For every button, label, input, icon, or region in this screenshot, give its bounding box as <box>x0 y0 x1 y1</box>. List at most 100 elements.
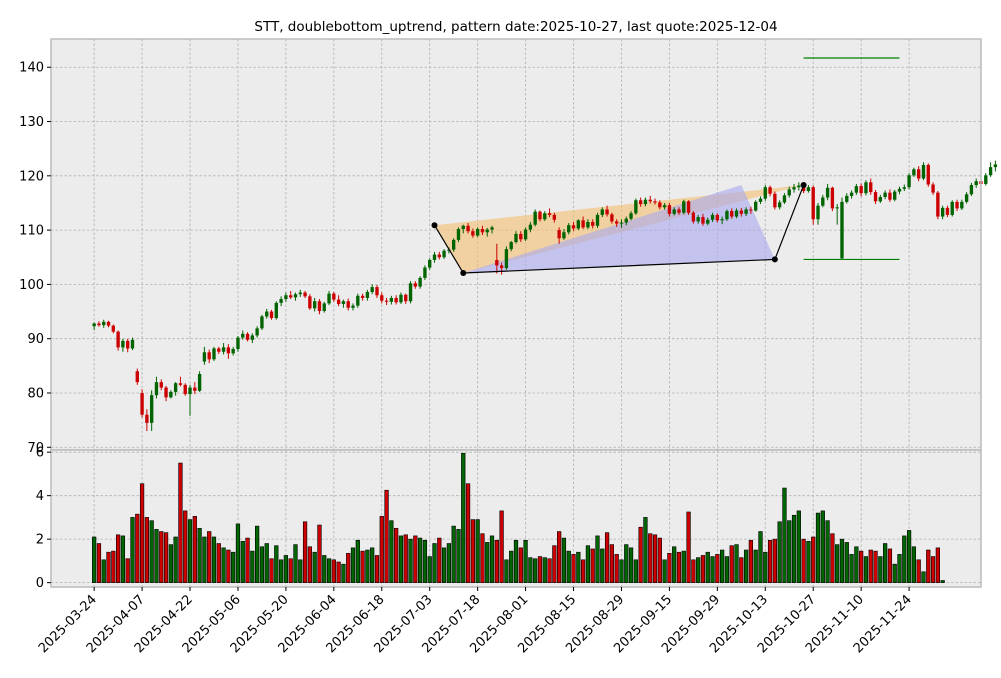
volume-bar <box>432 543 437 583</box>
candle-body <box>245 333 250 340</box>
price-tick-label: 100 <box>19 278 44 293</box>
volume-bar <box>533 558 538 583</box>
candle-body <box>413 283 418 287</box>
candle-body <box>821 197 825 206</box>
pattern-point <box>431 222 438 229</box>
candle-body <box>945 207 950 215</box>
candle-body <box>173 383 178 392</box>
volume-bar <box>926 549 931 583</box>
volume-bar <box>355 539 360 583</box>
volume-bar <box>743 549 749 583</box>
volume-bar <box>302 521 308 583</box>
volume-bar <box>878 556 883 583</box>
candle-body <box>308 296 312 309</box>
candle-body <box>346 301 350 308</box>
candle-body <box>782 195 787 203</box>
volume-bar <box>494 539 499 583</box>
volume-bar <box>475 519 480 583</box>
candle-body <box>384 300 389 302</box>
volume-bar <box>259 546 265 583</box>
price-panel: 70 80 90 100 110 120 130 140 <box>19 38 998 456</box>
volume-bar <box>159 531 164 583</box>
candle-body <box>140 392 144 415</box>
volume-bar <box>111 550 116 583</box>
candle-body <box>931 184 935 193</box>
volume-bar <box>921 571 926 583</box>
volume-bar <box>173 536 178 583</box>
candle-body <box>926 164 930 185</box>
candle-body <box>102 321 106 326</box>
volume-bar <box>830 533 835 583</box>
volume-bar <box>422 539 428 583</box>
candle-body <box>653 201 657 203</box>
volume-bar <box>394 527 399 583</box>
volume-bar <box>125 558 130 583</box>
candle-body <box>126 340 130 349</box>
volume-bar <box>379 516 384 583</box>
candle-body <box>169 391 173 398</box>
candle-body <box>801 185 806 192</box>
candle-body <box>993 164 998 168</box>
volume-bar <box>120 535 126 583</box>
volume-bar <box>537 556 543 583</box>
candle-body <box>279 299 283 303</box>
candle-body <box>730 211 734 217</box>
candle-body <box>562 232 566 239</box>
candle-body <box>452 239 456 250</box>
volume-bar <box>326 558 332 583</box>
volume-bar <box>600 548 605 583</box>
candle-body <box>696 217 700 222</box>
candle-body <box>864 182 868 194</box>
volume-bar <box>748 539 754 583</box>
candle-body <box>303 292 307 297</box>
volume-bar <box>758 531 763 583</box>
volume-bar <box>427 556 432 583</box>
candle-body <box>226 347 231 354</box>
candle-body <box>293 294 298 298</box>
candle-body <box>984 175 988 184</box>
candle-body <box>787 189 791 196</box>
volume-bar <box>806 541 811 583</box>
candle-body <box>758 198 763 202</box>
candle-body <box>145 414 149 423</box>
candle-body <box>893 191 897 200</box>
volume-tick-label: 6 <box>36 446 44 461</box>
volume-bar <box>192 516 197 583</box>
volume-bar <box>293 544 298 583</box>
volume-bar <box>341 563 346 583</box>
volume-bar <box>916 559 921 583</box>
price-tick-label: 120 <box>19 169 44 184</box>
volume-bar <box>264 543 269 583</box>
candle-body <box>739 210 743 214</box>
candle-body <box>960 201 964 209</box>
candle-body <box>121 340 125 348</box>
candle-body <box>116 331 120 348</box>
volume-bar <box>197 527 202 583</box>
candle-body <box>576 220 580 229</box>
candle-body <box>840 201 844 259</box>
volume-bar <box>307 546 312 583</box>
candle-body <box>154 382 159 396</box>
volume-bar <box>700 555 706 583</box>
volume-bar <box>897 554 902 583</box>
candle-body <box>423 267 427 278</box>
candle-body <box>236 337 240 350</box>
candle-body <box>356 295 360 306</box>
candle-body <box>974 181 978 186</box>
price-tick-label: 70 <box>27 441 44 456</box>
volume-bar <box>216 543 221 583</box>
volume-bar <box>489 535 495 583</box>
volume-bar <box>370 547 375 583</box>
volume-bar <box>619 559 624 583</box>
volume-bar <box>269 558 274 583</box>
candle-body <box>188 387 192 395</box>
candle-body <box>260 316 264 329</box>
volume-bar <box>518 547 523 583</box>
volume-bar <box>149 520 154 583</box>
volume-bar <box>278 559 284 583</box>
candle-body <box>394 297 398 303</box>
candle-body <box>586 221 590 228</box>
volume-bar <box>787 520 792 583</box>
volume-bar <box>346 552 351 583</box>
volume-bar <box>902 535 907 583</box>
